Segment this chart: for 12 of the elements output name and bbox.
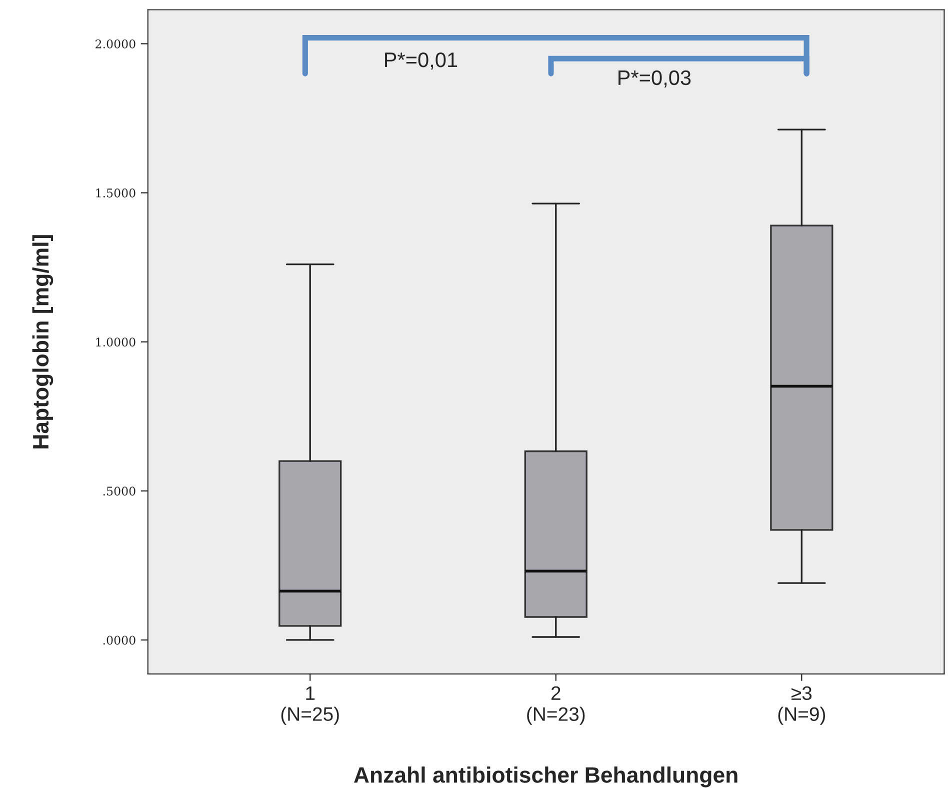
x-axis-title: Anzahl antibiotischer Behandlungen	[354, 766, 738, 788]
y-tick-label: 1.5000	[96, 188, 136, 198]
x-tick-label: 1 (N=25)	[281, 686, 339, 725]
y-tick-label: 1.0000	[96, 338, 136, 347]
y-axis-title: Haptoglobin [mg/ml]	[32, 235, 54, 448]
y-tick-label: 2.0000	[96, 39, 136, 48]
annotation: P*=0,01	[385, 52, 458, 70]
x-tick-label: 2 (N=23)	[527, 686, 585, 725]
y-tick-label: .0000	[103, 636, 136, 645]
y-tick-label: .5000	[103, 486, 136, 496]
x-tick-label: ≥3 (N=9)	[778, 686, 826, 725]
annotation: P*=0,03	[618, 70, 691, 88]
